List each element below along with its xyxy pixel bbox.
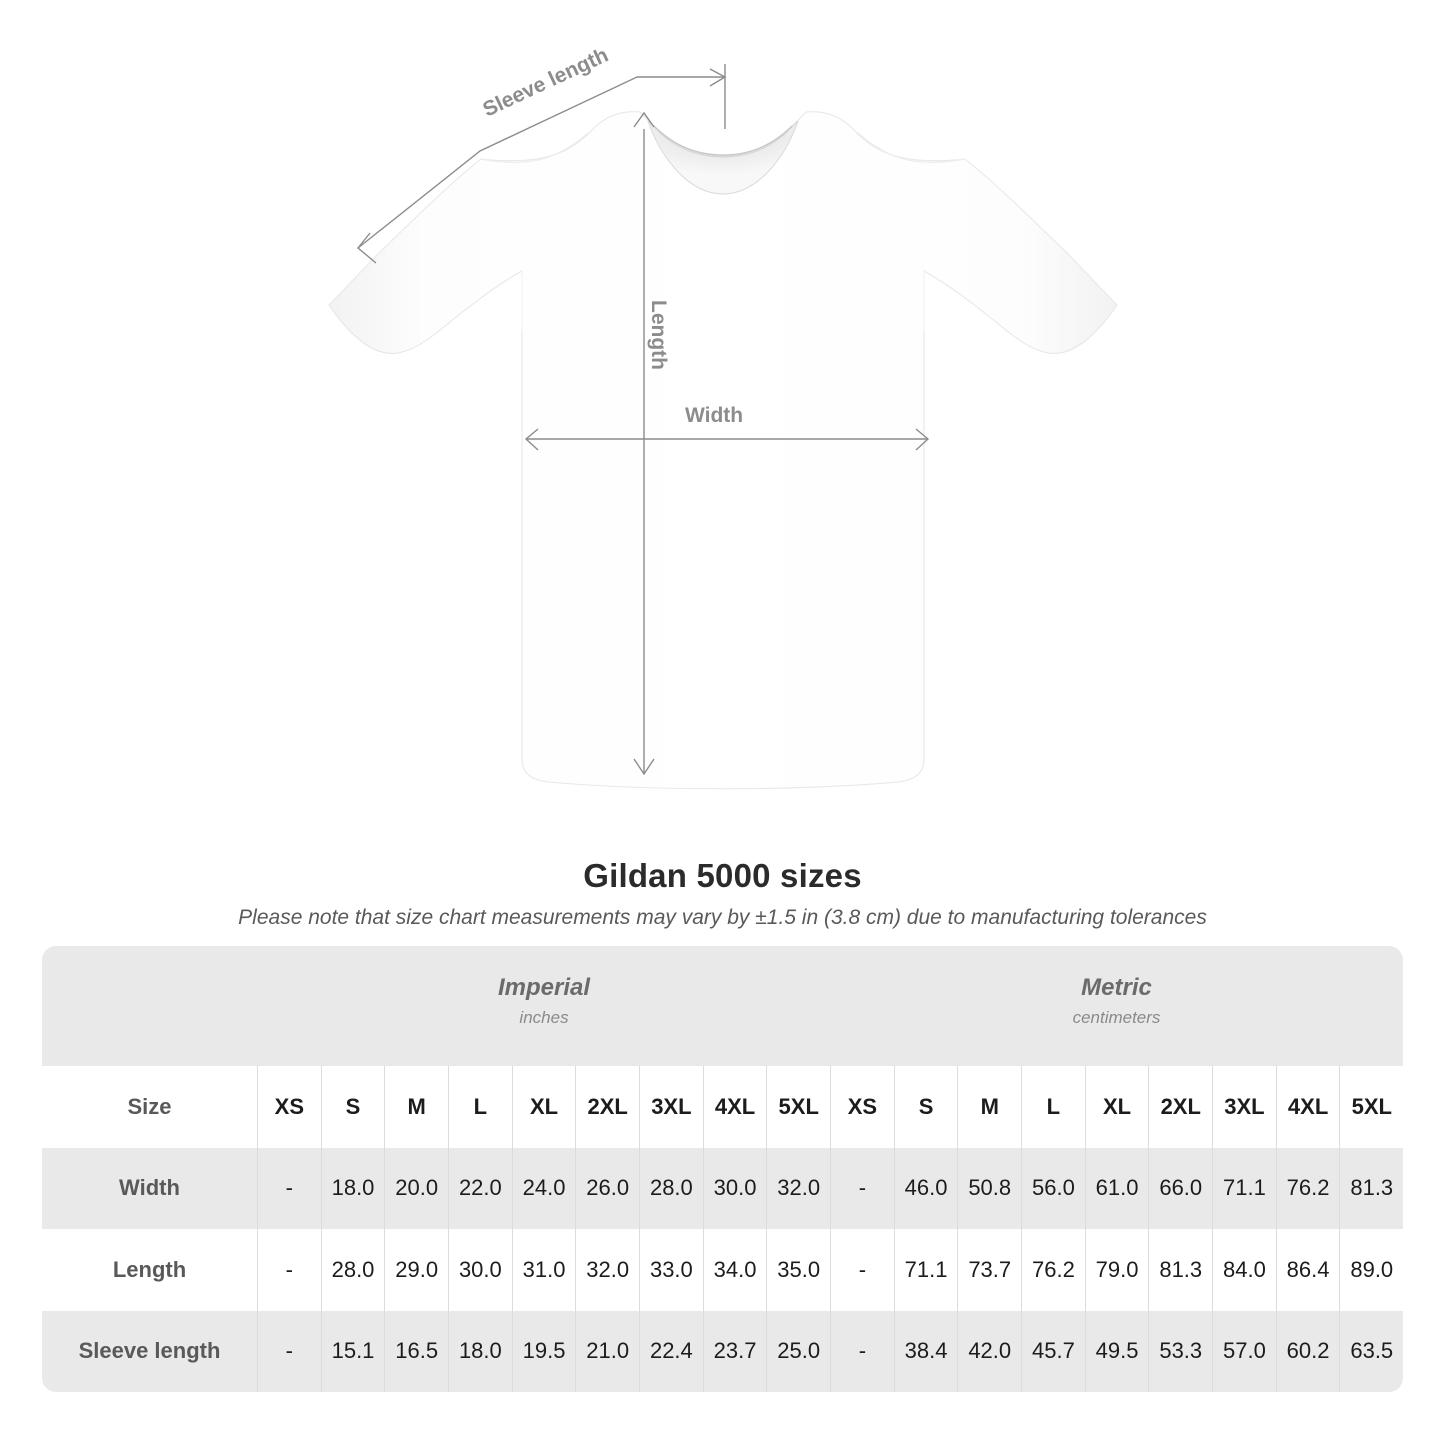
svg-text:Width: Width	[685, 404, 743, 427]
svg-text:Length: Length	[647, 300, 670, 370]
svg-text:Sleeve length: Sleeve length	[479, 43, 611, 121]
